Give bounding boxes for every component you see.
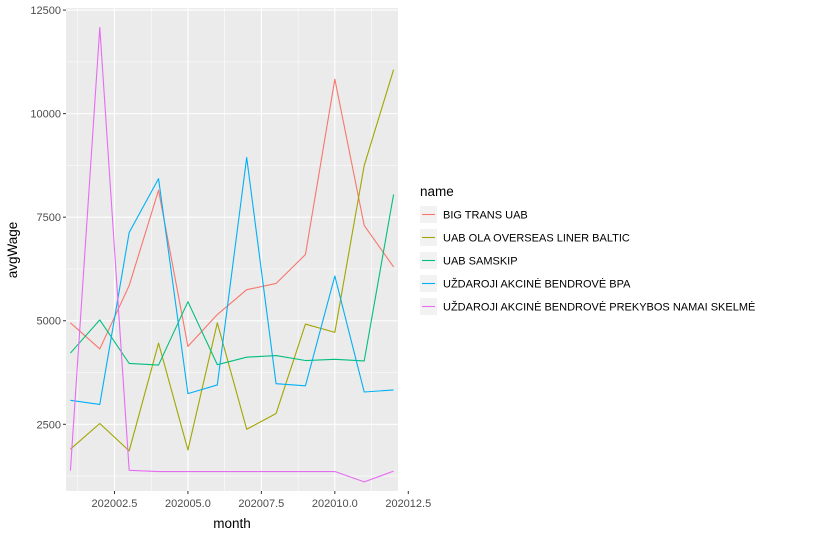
legend: name BIG TRANS UAB UAB OLA OVERSEAS LINER… [420,184,755,315]
series-line-5 [69,26,394,483]
legend-label: BIG TRANS UAB [443,210,528,222]
panel-background [66,8,398,491]
y-axis-ticks: 2500 5000 7500 10000 12500 [30,5,66,431]
series-line-4 [70,156,394,405]
x-tick-label: 202007.5 [238,498,284,510]
legend-label: UAB OLA OVERSEAS LINER BALTIC [443,233,630,245]
legend-items: BIG TRANS UAB UAB OLA OVERSEAS LINER BALT… [420,206,755,315]
legend-label: UAB SAMSKIP [443,256,518,268]
x-axis-title: month [213,516,251,531]
y-tick-label: 7500 [37,212,61,224]
y-axis-title: avgWage [5,222,20,279]
legend-label: UŽDAROJI AKCINĖ BENDROVĖ PREKYBOS NAMAI … [443,301,755,314]
x-tick-label: 202005.0 [165,498,211,510]
x-axis-ticks: 202002.5 202005.0 202007.5 202010.0 202012.5 [92,491,431,510]
legend-label: UŽDAROJI AKCINĖ BENDROVĖ BPA [443,278,631,291]
x-tick-label: 202012.5 [385,498,431,510]
grid-major-y [66,9,398,425]
grid-minor-x [77,8,372,491]
y-tick-label: 10000 [30,109,61,121]
grid-major-x [113,8,409,491]
series-line-3 [69,194,395,366]
x-tick-label: 202002.5 [92,498,138,510]
y-tick-label: 5000 [37,316,61,328]
grid-minor-y [66,61,398,477]
series-line-1 [70,78,395,350]
y-tick-label: 2500 [37,419,61,431]
series-lines [69,26,395,483]
legend-title: name [420,184,454,199]
y-tick-label: 12500 [30,5,61,17]
series-line-2 [70,69,395,452]
x-tick-label: 202010.0 [312,498,358,510]
